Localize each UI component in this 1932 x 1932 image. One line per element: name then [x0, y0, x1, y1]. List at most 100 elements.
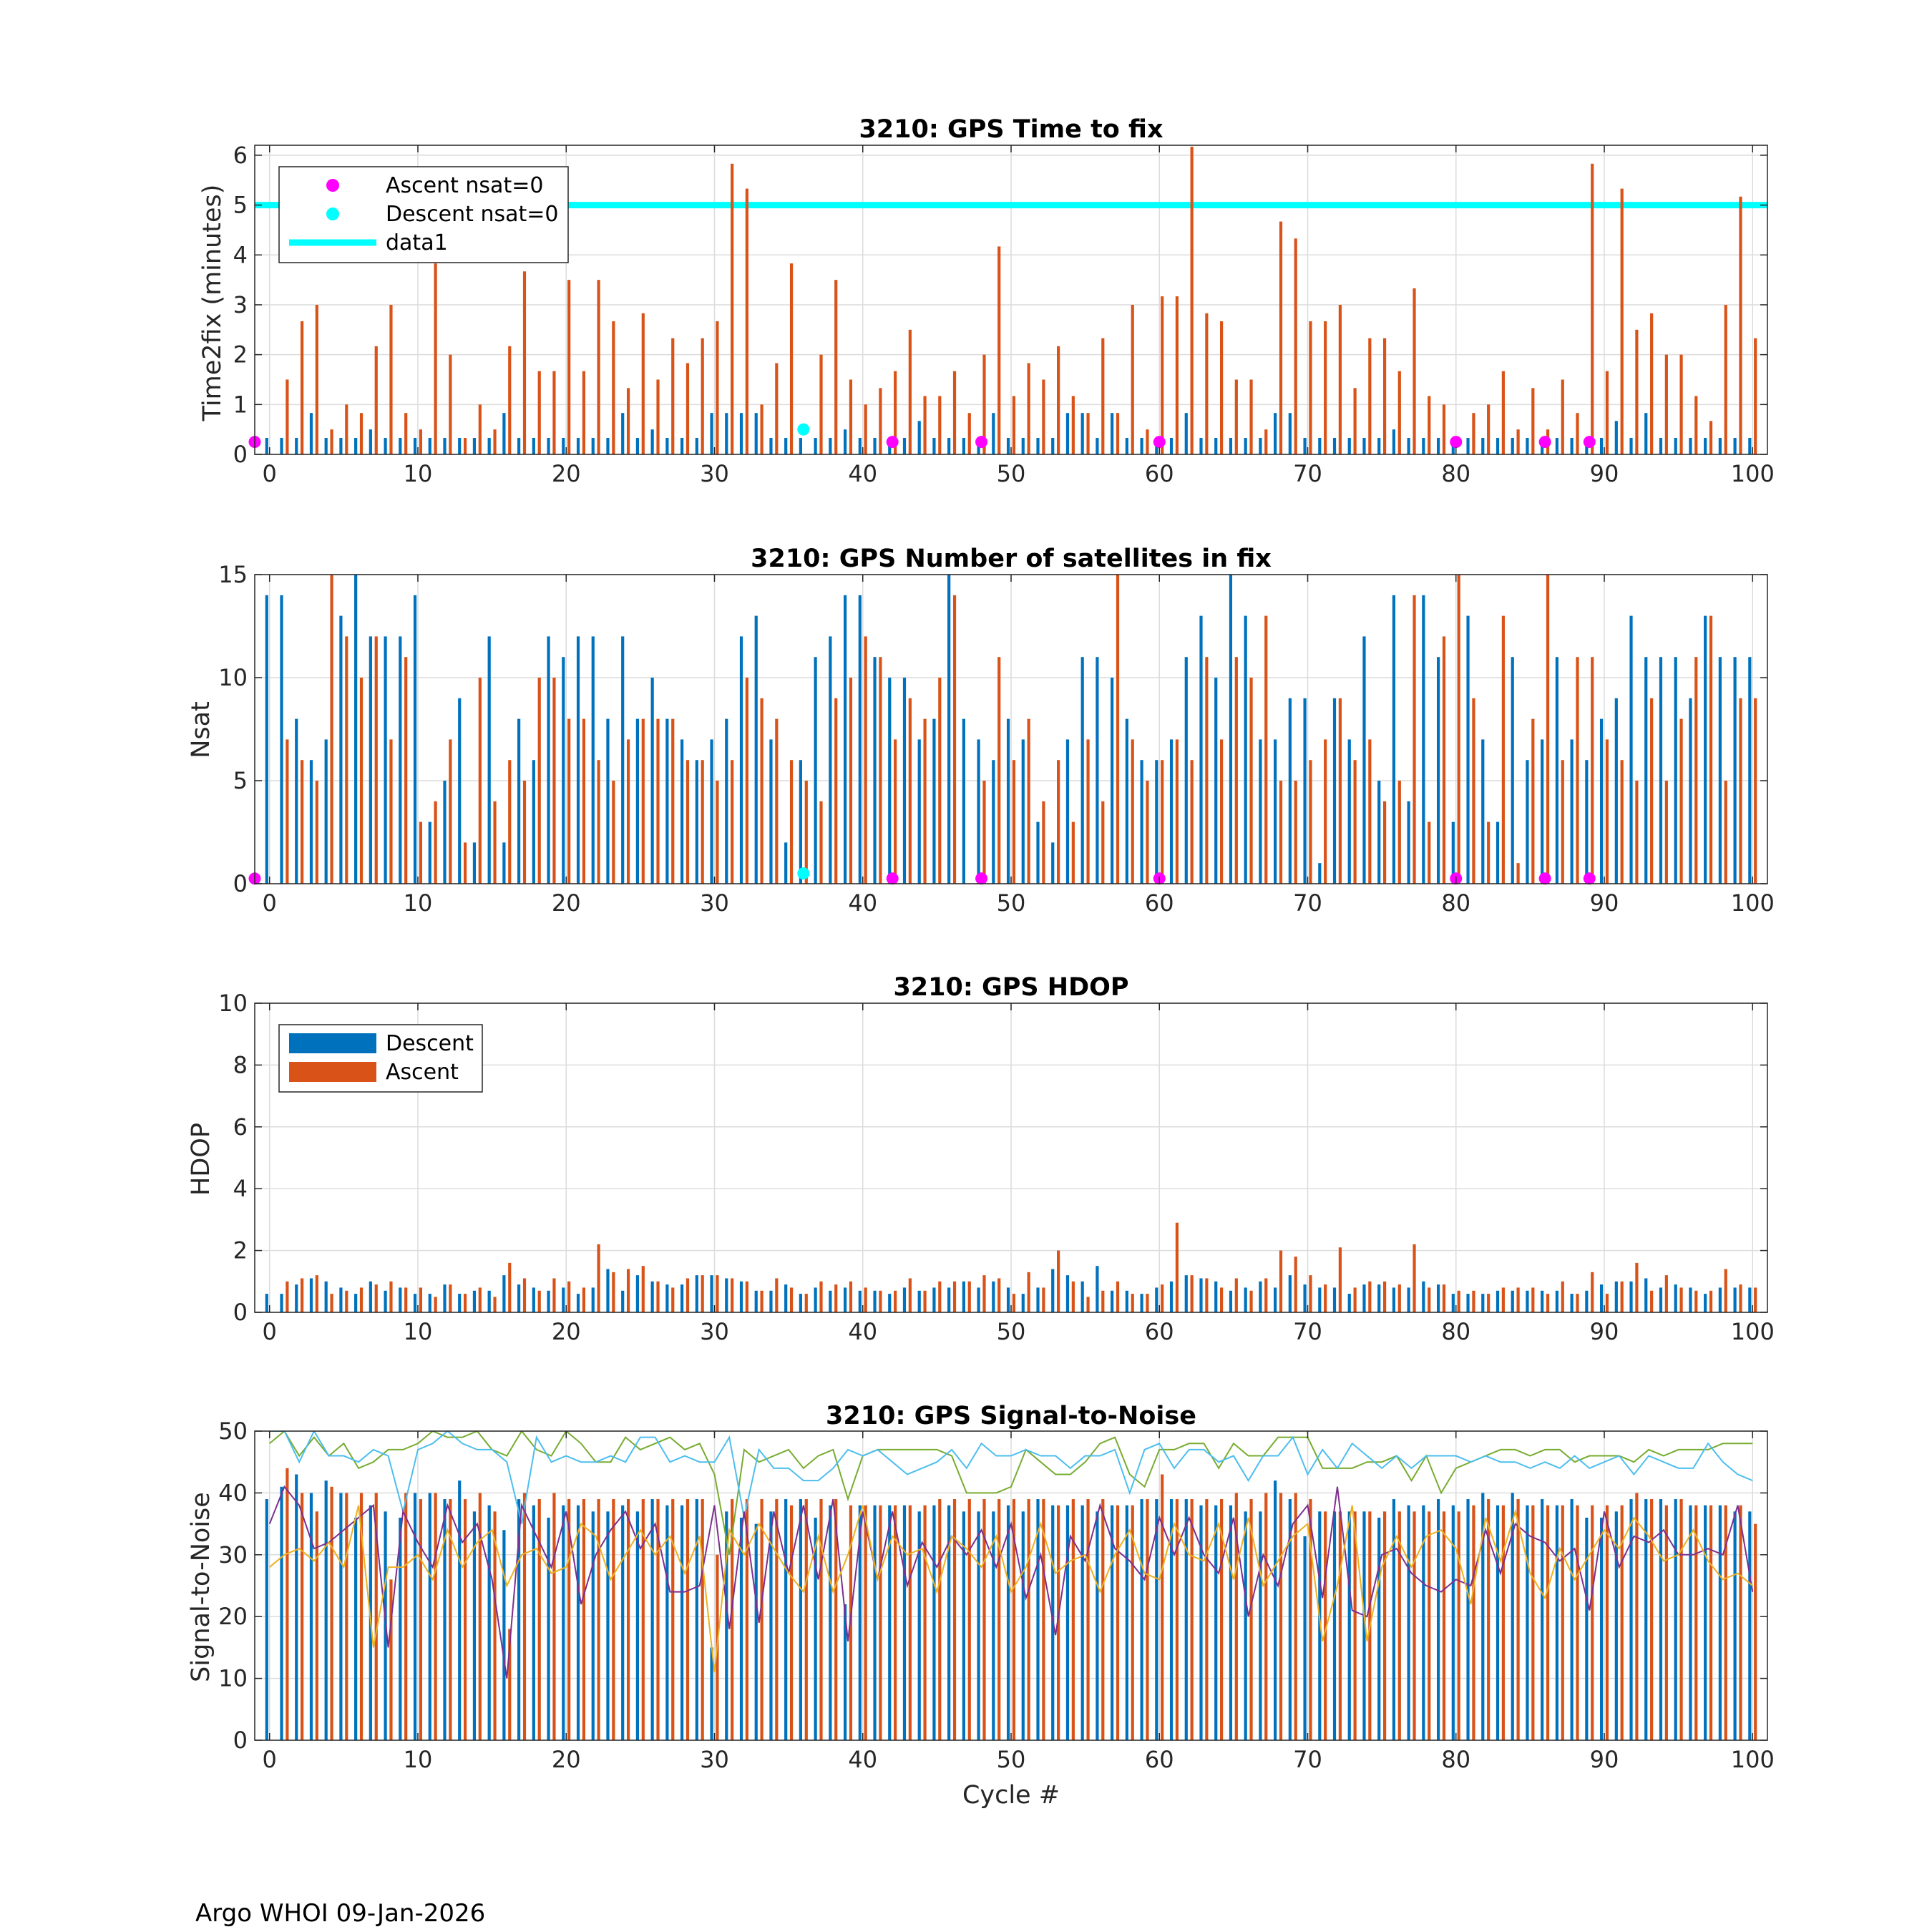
nsat-bar-ascent [671, 718, 675, 884]
hdop-bar-ascent [982, 1275, 986, 1312]
hdop-bar-ascent [1175, 1222, 1179, 1312]
snr-bar-descent [339, 1493, 343, 1740]
hdop-bar-ascent [1501, 1287, 1505, 1312]
nsat-bar-descent [754, 615, 758, 884]
hdop-xtick-label: 10 [404, 1318, 433, 1345]
snr-bar-ascent [1057, 1505, 1060, 1740]
nsat-bar-ascent [286, 739, 289, 884]
ttf-bar-ascent [1249, 379, 1253, 454]
snr-bar-ascent [982, 1499, 986, 1740]
snr-bar-descent [1718, 1505, 1722, 1740]
nsat-xtick-label: 80 [1441, 889, 1470, 917]
snr-bar-descent [547, 1517, 550, 1740]
ttf-bar-ascent [1146, 429, 1149, 454]
snr-bar-ascent [449, 1499, 452, 1740]
ttf-bar-descent [917, 421, 921, 454]
nsat-bar-ascent [1219, 739, 1224, 884]
ttf-bar-ascent [493, 429, 497, 454]
nsat-bar-ascent [315, 781, 318, 884]
ttf-bar-ascent [1161, 296, 1164, 454]
hdop-bar-ascent [1650, 1290, 1654, 1312]
nsat-bar-descent [621, 636, 625, 884]
hdop-bar-descent [1096, 1266, 1099, 1312]
hdop-bar-descent [1184, 1275, 1188, 1312]
ttf-bar-ascent [1309, 321, 1312, 454]
hdop-bar-descent [517, 1284, 521, 1312]
snr-bar-descent [1541, 1499, 1544, 1740]
ttf-bar-descent [1437, 438, 1440, 454]
snr-bar-ascent [775, 1499, 779, 1740]
ttf-bar-ascent [1576, 413, 1579, 454]
ttf-bar-ascent [1472, 413, 1475, 454]
ttf-bar-ascent [1724, 304, 1727, 454]
ttf-bar-ascent [1338, 304, 1342, 454]
snr-bar-descent [517, 1499, 521, 1740]
nsat-ytick-label: 10 [218, 664, 248, 691]
hdop-bar-descent [562, 1287, 565, 1312]
nsat-bar-descent [710, 739, 713, 884]
nsat-bar-ascent [745, 678, 748, 884]
snr-bar-descent [1096, 1511, 1099, 1740]
ttf-bar-ascent [522, 271, 527, 454]
snr-bar-descent [769, 1511, 773, 1740]
hdop-bar-descent [1051, 1269, 1055, 1312]
hdop-bar-descent [354, 1294, 358, 1312]
ttf-bar-descent [1481, 438, 1485, 454]
nsat-bar-ascent [463, 842, 467, 884]
hdop-bar-ascent [641, 1266, 645, 1312]
hdop-bar-ascent [1264, 1278, 1268, 1312]
snr-bar-descent [680, 1505, 684, 1740]
ttf-xtick-label: 70 [1293, 460, 1322, 487]
nsat-bar-descent [458, 698, 462, 884]
ttf-xtick-label: 20 [552, 460, 581, 487]
ttf-bar-ascent [982, 354, 986, 454]
snr-bar-descent [1274, 1480, 1277, 1740]
ttf-marker-ascent-nsat0 [1538, 436, 1551, 449]
snr-bar-ascent [819, 1499, 823, 1740]
ttf-bar-descent [1051, 438, 1055, 454]
snr-bar-descent [1332, 1511, 1337, 1740]
ttf-bar-descent [1036, 438, 1040, 454]
hdop-bar-descent [1140, 1294, 1143, 1312]
ttf-legend-entry: Ascent nsat=0 [326, 173, 543, 198]
snr-bar-ascent [1739, 1505, 1742, 1740]
nsat-bar-descent [1511, 657, 1514, 884]
hdop-bar-descent [369, 1281, 372, 1312]
snr-bar-ascent [997, 1499, 1001, 1740]
hdop-ytick-label: 8 [233, 1051, 248, 1078]
snr-bar-descent [591, 1511, 595, 1740]
nsat-bar-descent [1065, 739, 1070, 884]
nsat-bar-descent [1392, 595, 1396, 884]
ttf-bar-descent [1229, 438, 1233, 454]
hdop-bar-descent [665, 1284, 669, 1312]
hdop-bar-descent [1288, 1275, 1292, 1312]
nsat-bar-ascent [508, 760, 512, 884]
hdop-bar-ascent [1472, 1290, 1475, 1312]
ttf-bar-ascent [582, 371, 585, 454]
snr-bar-descent [635, 1511, 640, 1740]
snr-bar-descent [1511, 1493, 1514, 1740]
snr-xtick-label: 60 [1145, 1746, 1174, 1773]
nsat-xtick-label: 30 [700, 889, 729, 917]
hdop-bar-descent [902, 1287, 907, 1312]
hdop-bar-descent [1451, 1294, 1455, 1312]
hdop-bar-ascent [434, 1297, 437, 1312]
snr-bar-ascent [1338, 1511, 1342, 1740]
nsat-bar-descent [873, 657, 877, 884]
nsat-bar-ascent [1249, 678, 1253, 884]
snr-bar-ascent [1027, 1499, 1030, 1740]
snr-bar-descent [532, 1505, 535, 1740]
nsat-marker-ascent-nsat0 [1583, 872, 1596, 885]
snr-ytick-label: 40 [218, 1479, 248, 1506]
nsat-bar-descent [324, 739, 328, 884]
nsat-bar-ascent [1472, 698, 1475, 884]
snr-bar-descent [1451, 1505, 1455, 1740]
ttf-xtick-label: 80 [1441, 460, 1470, 487]
ttf-panel: 3210: GPS Time to fix Time2fix (minutes)… [198, 115, 1775, 487]
snr-bar-descent [1407, 1505, 1410, 1740]
hdop-bar-ascent [1012, 1294, 1016, 1312]
ttf-bar-ascent [997, 246, 1001, 454]
snr-bar-ascent [1516, 1499, 1520, 1740]
snr-bar-descent [888, 1505, 892, 1740]
snr-bar-ascent [1546, 1505, 1550, 1740]
